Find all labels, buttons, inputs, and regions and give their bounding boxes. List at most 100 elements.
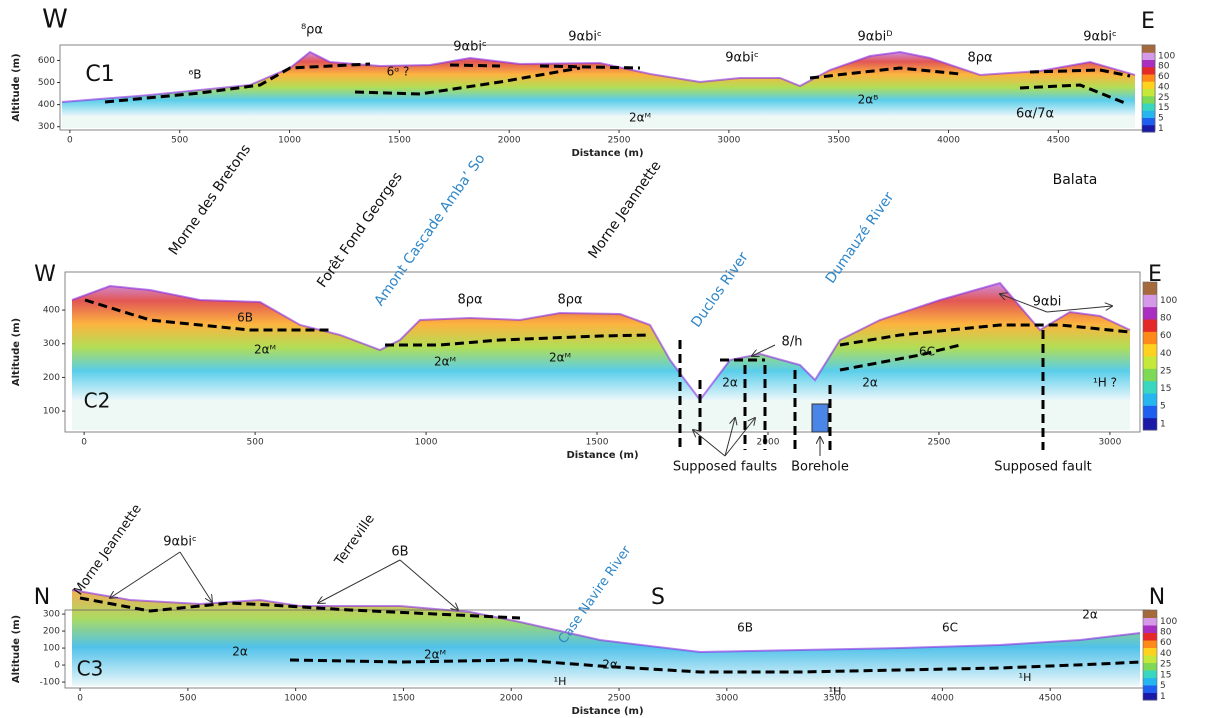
interpreted-contact	[1019, 83, 1126, 105]
annotation: 6B	[737, 621, 753, 635]
colorbar-label: 15	[1160, 670, 1171, 680]
arrow	[110, 551, 181, 598]
colorbar-swatch	[1143, 417, 1157, 431]
annotation: Borehole	[791, 460, 849, 475]
annotation: Morne Jeannette	[71, 502, 145, 598]
colorbar-swatch	[1142, 124, 1155, 133]
y-tick-label: 200	[43, 627, 60, 637]
x-tick-label: 500	[179, 694, 196, 704]
y-tick-label: 300	[43, 339, 60, 349]
annotation: E	[1148, 262, 1162, 287]
arrow	[1000, 294, 1048, 313]
colorbar-swatch	[1143, 617, 1157, 626]
y-axis-title: Altitude (m)	[11, 615, 22, 683]
colorbar-swatch	[1142, 103, 1155, 111]
interpreted-contact	[809, 66, 961, 80]
y-tick-label: 200	[43, 373, 60, 383]
colorbar-swatch	[1143, 632, 1157, 641]
colorbar-frame	[1141, 44, 1156, 133]
colorbar-swatch	[1143, 610, 1157, 618]
x-tick-label: 2000	[757, 438, 780, 448]
colorbar-swatch	[1143, 625, 1157, 633]
colorbar-swatch	[1143, 640, 1157, 648]
colorbar-label: 15	[1158, 103, 1169, 113]
colorbar-swatch	[1143, 692, 1157, 701]
annotation: ¹H	[554, 675, 567, 688]
colorbar-swatch	[1142, 52, 1155, 60]
x-tick-label: 1000	[415, 438, 438, 448]
colorbar-swatch	[1142, 59, 1155, 68]
colorbar-label: 60	[1160, 638, 1172, 648]
annotation: N	[34, 585, 50, 610]
colorbar-swatch	[1143, 685, 1157, 693]
colorbar-swatch	[1143, 294, 1157, 308]
colorbar-swatch	[1143, 368, 1157, 382]
annotation: 9αbiᴰ	[857, 30, 892, 45]
annotation: 2α	[722, 376, 738, 390]
annotation: C1	[85, 62, 114, 87]
x-tick-label: 0	[67, 136, 73, 146]
y-tick-label: 100	[43, 407, 60, 417]
annotation: Morne des Bretons	[166, 142, 254, 259]
interpreted-contact	[289, 658, 1141, 674]
x-tick-label: 0	[81, 438, 87, 448]
colorbar-swatch	[1143, 380, 1157, 394]
colorbar-label: 80	[1160, 314, 1172, 324]
colorbar-label: 25	[1160, 366, 1171, 376]
annotation: W	[34, 262, 56, 287]
borehole	[811, 403, 829, 433]
colorbar-swatch	[1142, 88, 1155, 97]
y-tick-label: 600	[38, 56, 55, 66]
annotation: C2	[84, 389, 111, 413]
colorbar-label: 80	[1160, 627, 1172, 637]
arrow	[179, 551, 212, 602]
annotation: 9αbiᶜ	[725, 51, 759, 66]
x-tick-label: 3000	[1098, 438, 1121, 448]
colorbar-swatch	[1143, 647, 1157, 656]
annotation: E	[1141, 9, 1155, 34]
section-panel: 0 500 1000 1500 2000 2500 3000 3500 4000 45003004…	[11, 5, 1175, 160]
arrow	[693, 430, 726, 457]
y-tick-label: 400	[38, 100, 55, 110]
annotation: 2αᴹ	[434, 355, 456, 369]
y-tick-label: 100	[43, 644, 60, 654]
colorbar-swatch	[1143, 343, 1157, 357]
annotation: ⁸ρα	[301, 23, 323, 38]
x-tick-label: 3000	[715, 694, 738, 704]
colorbar-frame	[1142, 609, 1158, 701]
x-tick-label: 2000	[498, 136, 521, 146]
annotation: 6C	[919, 345, 935, 359]
colorbar-label: 15	[1160, 384, 1171, 394]
annotation: 6B	[391, 545, 408, 560]
annotation: 9αbiᶜ	[568, 30, 602, 45]
y-axis-title: Altitude (m)	[11, 53, 22, 121]
topography	[61, 50, 1136, 103]
colorbar-label: 1	[1160, 419, 1166, 429]
colorbar-label: 100	[1158, 51, 1175, 61]
annotation: 2α	[1082, 608, 1098, 622]
colorbar-swatch	[1143, 393, 1157, 406]
annotation: Balata	[1053, 172, 1098, 188]
y-tick-label: -100	[40, 678, 61, 688]
interpreted-contact	[104, 62, 371, 104]
colorbar-frame	[1142, 281, 1158, 431]
annotation: 2αᴹ	[424, 648, 446, 662]
colorbar-swatch	[1143, 662, 1157, 671]
interpreted-contact	[839, 323, 1131, 347]
annotation: 2αᴹ	[629, 111, 651, 125]
x-tick-label: 1500	[586, 438, 609, 448]
colorbar-swatch	[1142, 66, 1155, 75]
colorbar-swatch	[1142, 45, 1155, 53]
colorbar-swatch	[1143, 282, 1157, 295]
arrow	[1046, 306, 1112, 313]
colorbar-label: 80	[1158, 62, 1170, 72]
annotation: 6α/7α	[1016, 107, 1054, 122]
annotation: ¹H	[829, 685, 842, 698]
annotation: Supposed faults	[673, 460, 778, 475]
interpreted-contact	[79, 596, 521, 620]
colorbar-swatch	[1142, 110, 1155, 118]
colorbar-swatch	[1142, 95, 1155, 104]
arrow	[724, 418, 755, 457]
annotation: 2α	[232, 645, 248, 659]
x-axis-title: Distance (m)	[571, 706, 643, 717]
